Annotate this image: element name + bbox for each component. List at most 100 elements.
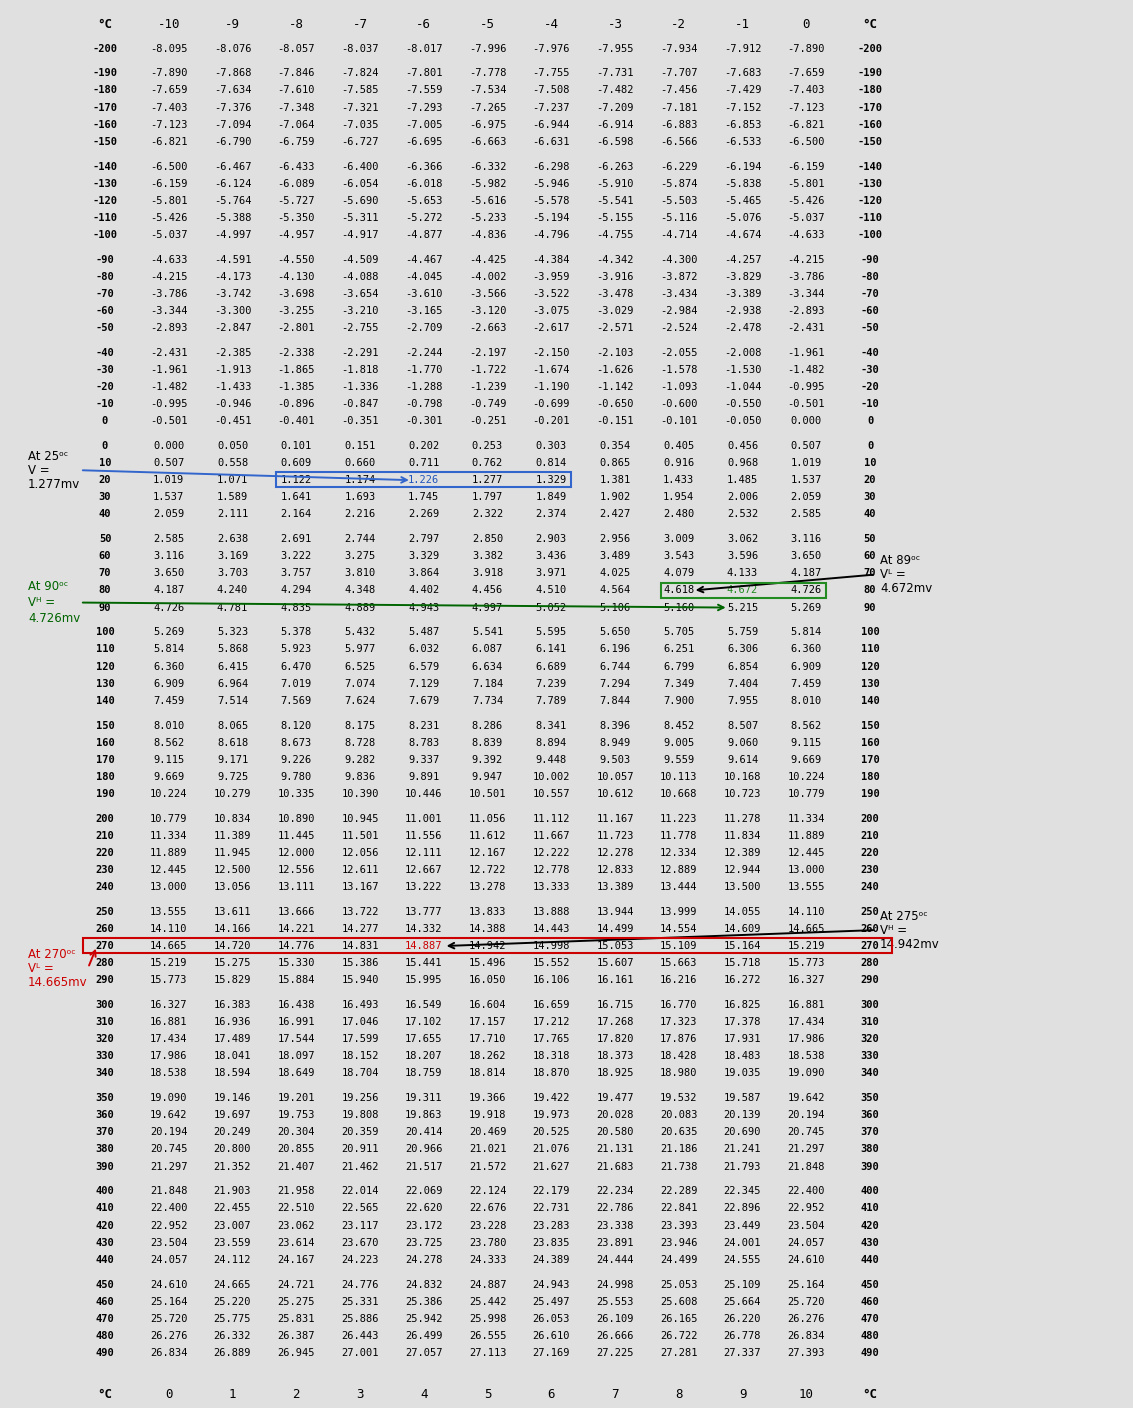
Text: 290: 290 [95,976,114,986]
Text: 7.844: 7.844 [599,696,631,705]
Text: 27.057: 27.057 [404,1347,443,1357]
Text: 2.903: 2.903 [536,534,566,543]
Text: 0.660: 0.660 [344,458,376,467]
Text: 19.311: 19.311 [404,1093,443,1104]
Text: 370: 370 [95,1128,114,1138]
Text: 460: 460 [861,1297,879,1307]
Text: 2.691: 2.691 [281,534,312,543]
Text: -5.801: -5.801 [150,196,187,206]
Text: 4.187: 4.187 [153,586,185,596]
Text: 15.219: 15.219 [787,941,825,950]
Text: -130: -130 [858,179,883,189]
Text: 9.448: 9.448 [536,755,566,765]
Text: 10: 10 [799,1388,813,1401]
Text: -4.342: -4.342 [596,255,633,265]
Text: 150: 150 [861,721,879,731]
Text: 260: 260 [95,924,114,934]
Text: -1.626: -1.626 [596,365,633,375]
Text: 18.097: 18.097 [278,1052,315,1062]
Text: 22.731: 22.731 [533,1204,570,1214]
Text: -120: -120 [858,196,883,206]
Text: 23.062: 23.062 [278,1221,315,1231]
Text: 5.977: 5.977 [344,645,376,655]
Text: 11.278: 11.278 [724,814,761,824]
Text: 10.279: 10.279 [214,788,252,798]
Text: 18.041: 18.041 [214,1052,252,1062]
Text: 4.889: 4.889 [344,603,376,612]
Text: -0.995: -0.995 [150,398,187,410]
Text: 16.050: 16.050 [469,976,506,986]
Text: -6.914: -6.914 [596,120,633,130]
Text: 15.109: 15.109 [661,941,698,950]
Text: 6.087: 6.087 [471,645,503,655]
Text: 20.690: 20.690 [724,1128,761,1138]
Text: -0.650: -0.650 [596,398,633,410]
Text: -6.598: -6.598 [596,137,633,146]
Text: -3.165: -3.165 [404,306,443,315]
Text: 13.167: 13.167 [341,881,378,893]
Text: -2.847: -2.847 [214,322,252,334]
Text: -2.755: -2.755 [341,322,378,334]
Text: 5.541: 5.541 [471,628,503,638]
Text: 70: 70 [99,569,111,579]
Text: 17.378: 17.378 [724,1017,761,1026]
Text: 18.262: 18.262 [469,1052,506,1062]
Text: 3.650: 3.650 [791,552,821,562]
Text: -2.524: -2.524 [661,322,698,334]
Text: -6.821: -6.821 [150,137,187,146]
Text: 9.282: 9.282 [344,755,376,765]
Text: 22.345: 22.345 [724,1187,761,1197]
Text: -1.288: -1.288 [404,382,443,391]
Text: 16.216: 16.216 [661,976,698,986]
Text: 10.779: 10.779 [787,788,825,798]
Text: -5.311: -5.311 [341,213,378,222]
Text: 5.650: 5.650 [599,628,631,638]
Text: -4.877: -4.877 [404,230,443,239]
Text: 30: 30 [863,493,876,503]
Text: 380: 380 [95,1145,114,1155]
Text: -10: -10 [95,398,114,410]
Text: 6.360: 6.360 [153,662,185,672]
Text: 25.886: 25.886 [341,1314,378,1324]
Text: -110: -110 [858,213,883,222]
Text: -7.683: -7.683 [724,69,761,79]
Text: -5.503: -5.503 [661,196,698,206]
Text: 14.221: 14.221 [278,924,315,934]
Text: -2.338: -2.338 [278,348,315,358]
Text: 17.599: 17.599 [341,1035,378,1045]
Text: 22.786: 22.786 [596,1204,633,1214]
Text: 170: 170 [95,755,114,765]
Text: 1.381: 1.381 [599,474,631,486]
Text: 7.514: 7.514 [216,696,248,705]
Text: 7.019: 7.019 [281,679,312,689]
Text: 9.226: 9.226 [281,755,312,765]
Text: -7.403: -7.403 [787,86,825,96]
Text: -3.610: -3.610 [404,289,443,298]
Text: 90: 90 [99,603,111,612]
Text: 26.834: 26.834 [150,1347,187,1357]
Text: 10.002: 10.002 [533,772,570,781]
Text: °C: °C [97,18,112,31]
Text: 3.703: 3.703 [216,569,248,579]
Text: At 89ᵒᶜ: At 89ᵒᶜ [880,553,920,567]
Text: 19.863: 19.863 [404,1111,443,1121]
Text: -30: -30 [95,365,114,375]
Text: -1.913: -1.913 [214,365,252,375]
Text: 14.831: 14.831 [341,941,378,950]
Text: 25.164: 25.164 [787,1280,825,1290]
Text: -6.944: -6.944 [533,120,570,130]
Text: 8.562: 8.562 [153,738,185,748]
Text: 6.854: 6.854 [727,662,758,672]
Text: 15.441: 15.441 [404,957,443,969]
Text: 270: 270 [95,941,114,950]
Text: -5.350: -5.350 [278,213,315,222]
Text: 130: 130 [861,679,879,689]
Text: 1.693: 1.693 [344,493,376,503]
Text: 7.734: 7.734 [471,696,503,705]
Text: 320: 320 [95,1035,114,1045]
Text: -20: -20 [861,382,879,391]
Text: 240: 240 [861,881,879,893]
Text: 470: 470 [95,1314,114,1324]
Text: -4.300: -4.300 [661,255,698,265]
Text: 26.555: 26.555 [469,1331,506,1340]
